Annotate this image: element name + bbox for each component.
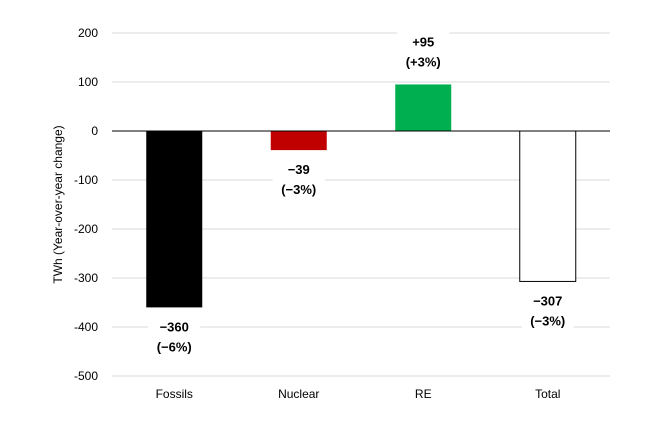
y-tick-label: -400 bbox=[74, 320, 98, 334]
x-category-label: Fossils bbox=[156, 387, 193, 401]
data-label-background bbox=[521, 290, 574, 331]
x-category-label: RE bbox=[415, 387, 432, 401]
x-axis-categories: Fossils Nuclear RE Total bbox=[156, 387, 561, 401]
data-label: −307 bbox=[533, 293, 562, 308]
x-category-label: Total bbox=[535, 387, 560, 401]
y-tick-label: 0 bbox=[91, 124, 98, 138]
y-tick-label: -500 bbox=[74, 369, 98, 383]
y-axis-label: TWh (Year-over-year change) bbox=[51, 125, 65, 283]
bar-fossils bbox=[146, 131, 203, 308]
data-label: (−6%) bbox=[157, 339, 192, 354]
y-tick-label: 100 bbox=[78, 75, 98, 89]
x-category-label: Nuclear bbox=[278, 387, 319, 401]
y-tick-label: 200 bbox=[78, 26, 98, 40]
data-label: −39 bbox=[288, 162, 310, 177]
data-label: (+3%) bbox=[406, 54, 441, 69]
y-tick-label: -300 bbox=[74, 271, 98, 285]
bar-re bbox=[395, 84, 452, 131]
data-label-background bbox=[397, 31, 450, 72]
bar-nuclear bbox=[270, 131, 327, 151]
bars bbox=[146, 84, 577, 308]
y-tick-label: -200 bbox=[74, 222, 98, 236]
y-tick-label: -100 bbox=[74, 173, 98, 187]
data-label: −360 bbox=[160, 319, 189, 334]
data-label-background bbox=[272, 159, 325, 200]
data-label: (−3%) bbox=[281, 182, 316, 197]
data-label: (−3%) bbox=[530, 313, 565, 328]
y-axis-ticks: 200 100 0 -100 -200 -300 -400 -500 bbox=[74, 26, 98, 383]
data-label-background bbox=[148, 316, 201, 357]
bar-total bbox=[519, 130, 577, 282]
data-label: +95 bbox=[412, 34, 434, 49]
data-labels: −360 (−6%) −39 (−3%) +95 (+3%) −307 (−3%) bbox=[148, 31, 574, 357]
